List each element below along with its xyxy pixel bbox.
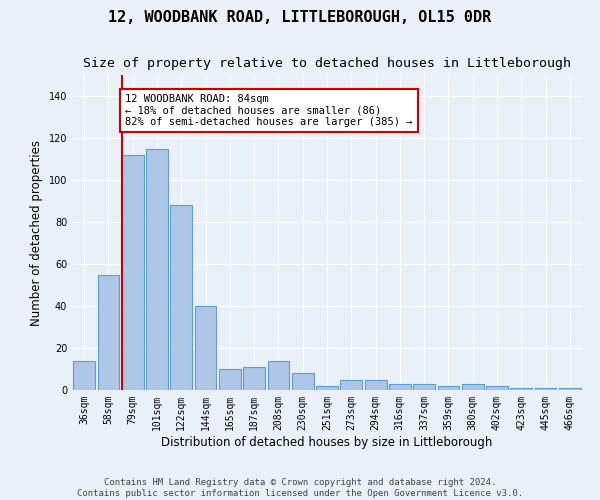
Y-axis label: Number of detached properties: Number of detached properties <box>30 140 43 326</box>
Bar <box>243 367 265 390</box>
Bar <box>268 360 289 390</box>
Bar <box>437 386 460 390</box>
Bar <box>340 380 362 390</box>
X-axis label: Distribution of detached houses by size in Littleborough: Distribution of detached houses by size … <box>161 436 493 448</box>
Bar <box>316 386 338 390</box>
Bar <box>219 369 241 390</box>
Bar <box>194 306 217 390</box>
Bar <box>170 205 192 390</box>
Bar <box>73 360 95 390</box>
Text: 12, WOODBANK ROAD, LITTLEBOROUGH, OL15 0DR: 12, WOODBANK ROAD, LITTLEBOROUGH, OL15 0… <box>109 10 491 25</box>
Bar <box>535 388 556 390</box>
Bar <box>389 384 411 390</box>
Bar <box>486 386 508 390</box>
Bar <box>462 384 484 390</box>
Bar <box>292 373 314 390</box>
Text: Contains HM Land Registry data © Crown copyright and database right 2024.
Contai: Contains HM Land Registry data © Crown c… <box>77 478 523 498</box>
Bar <box>559 388 581 390</box>
Bar <box>413 384 435 390</box>
Bar <box>146 148 168 390</box>
Bar <box>511 388 532 390</box>
Title: Size of property relative to detached houses in Littleborough: Size of property relative to detached ho… <box>83 56 571 70</box>
Bar <box>97 274 119 390</box>
Bar <box>365 380 386 390</box>
Bar <box>122 155 143 390</box>
Text: 12 WOODBANK ROAD: 84sqm
← 18% of detached houses are smaller (86)
82% of semi-de: 12 WOODBANK ROAD: 84sqm ← 18% of detache… <box>125 94 413 127</box>
